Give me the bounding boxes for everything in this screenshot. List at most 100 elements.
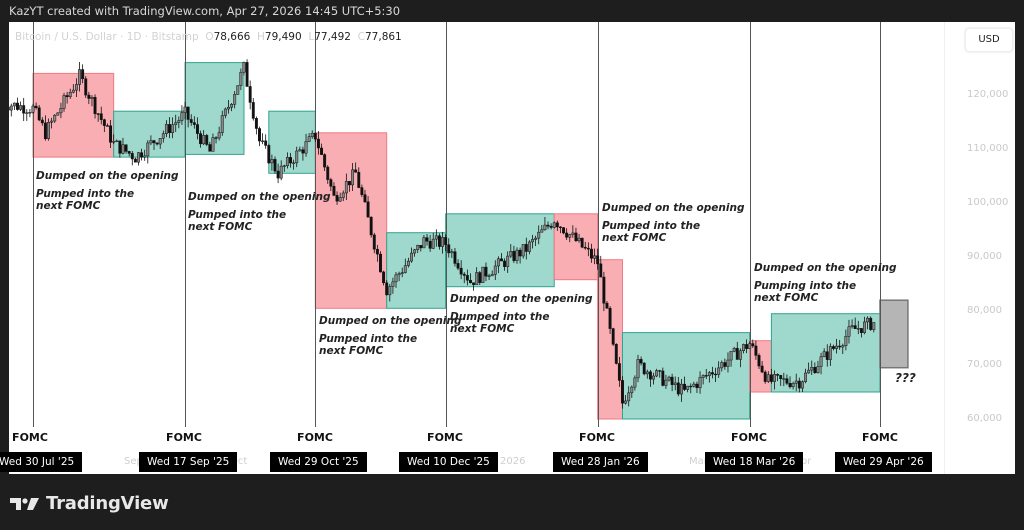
candle-up — [416, 245, 420, 250]
candle-down — [617, 363, 621, 381]
candle-up — [816, 366, 820, 373]
candle-up — [74, 84, 78, 91]
candle-up — [341, 192, 345, 198]
candle-up — [202, 135, 206, 145]
candle-down — [133, 158, 137, 163]
annotation-1: Dumped on the opening Pumped into the nex… — [36, 170, 179, 212]
candle-down — [472, 282, 476, 285]
candle-down — [714, 373, 718, 376]
candle-up — [450, 251, 454, 254]
candle-up — [171, 124, 175, 133]
candle-up — [19, 105, 23, 110]
candle-up — [819, 356, 823, 367]
candle-down — [385, 282, 389, 296]
candle-up — [534, 237, 538, 240]
candle-down — [379, 253, 382, 273]
fomc-label: FOMC — [297, 431, 333, 444]
candle-up — [707, 372, 711, 376]
candle-up — [220, 115, 224, 133]
candle-down — [503, 260, 507, 267]
candle-up — [282, 165, 286, 167]
candle-up — [698, 377, 702, 389]
candle-down — [754, 345, 758, 356]
candle-up — [863, 321, 866, 333]
candle-up — [686, 385, 690, 390]
candle-down — [605, 302, 609, 309]
candle-down — [81, 69, 85, 80]
candle-down — [769, 374, 773, 382]
candle-up — [543, 224, 547, 231]
fomc-date-label: Wed 18 Mar '26 — [705, 452, 804, 472]
candle-down — [832, 346, 835, 349]
tradingview-logo-icon — [10, 497, 39, 510]
candle-down — [360, 187, 364, 195]
price-axis[interactable]: USD 120,000 110,000 100,000 90,000 80,00… — [944, 22, 1015, 474]
price-tick: 60,000 — [967, 413, 1002, 424]
candle-up — [493, 265, 497, 275]
candle-down — [214, 137, 218, 139]
candle-down — [661, 370, 665, 386]
candle-up — [679, 383, 683, 395]
candle-up — [230, 104, 234, 108]
candle-down — [273, 159, 277, 172]
candle-up — [673, 382, 677, 385]
candle-up — [552, 222, 556, 228]
candle-up — [701, 375, 705, 378]
candle-down — [419, 245, 423, 249]
candle-down — [478, 272, 482, 283]
candle-up — [400, 272, 404, 274]
candle-down — [186, 106, 190, 120]
candle-up — [841, 345, 845, 348]
candle-down — [797, 380, 801, 389]
candle-up — [434, 235, 438, 240]
candle-down — [372, 234, 376, 250]
candle-up — [137, 152, 140, 163]
candle-up — [441, 237, 444, 247]
candle-down — [676, 382, 680, 395]
candle-up — [655, 370, 659, 377]
candle-up — [537, 231, 541, 239]
tradingview-logo[interactable]: TradingView — [10, 493, 169, 514]
candle-down — [320, 147, 323, 155]
candle-down — [192, 122, 196, 125]
candle-down — [555, 222, 559, 228]
candle-up — [239, 71, 243, 86]
candle-down — [254, 118, 258, 129]
candle-down — [602, 276, 606, 304]
candle-up — [481, 266, 485, 283]
fomc-date-label: Wed 10 Dec '25 — [399, 452, 498, 472]
candle-down — [267, 145, 271, 164]
candle-down — [776, 374, 780, 376]
candle-down — [760, 365, 764, 373]
candle-down — [313, 132, 317, 140]
candle-up — [403, 265, 407, 273]
candle-down — [813, 367, 817, 373]
candle-down — [562, 227, 565, 234]
candle-down — [586, 247, 590, 250]
candle-up — [766, 374, 770, 382]
candle-down — [608, 308, 612, 329]
candle-down — [869, 317, 873, 330]
candle-up — [304, 141, 308, 154]
candle-up — [177, 120, 181, 123]
chart-pane[interactable]: Bitcoin / U.S. Dollar · 1D · Bitstamp O7… — [0, 22, 1015, 474]
candle-down — [366, 201, 370, 218]
candle-down — [382, 271, 386, 284]
candle-up — [406, 260, 410, 266]
candle-down — [599, 263, 603, 278]
candle-down — [329, 179, 333, 187]
candle-up — [531, 239, 534, 243]
candle-up — [223, 108, 227, 116]
candle-up — [12, 102, 16, 107]
candle-down — [326, 166, 330, 180]
candle-up — [397, 273, 401, 276]
candle-down — [34, 105, 38, 109]
currency-button[interactable]: USD — [965, 28, 1013, 52]
price-plot[interactable] — [9, 22, 944, 474]
candle-down — [109, 125, 113, 143]
candle-down — [546, 224, 550, 227]
candle-up — [652, 375, 655, 380]
candle-up — [292, 162, 296, 164]
candle-up — [227, 106, 230, 110]
fomc-date-label: Wed 29 Oct '25 — [270, 452, 367, 472]
